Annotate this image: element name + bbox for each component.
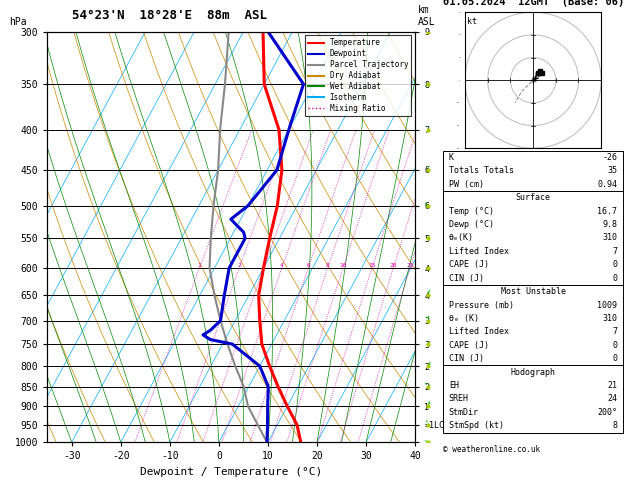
Text: Hodograph: Hodograph (511, 367, 555, 377)
Text: km
ASL: km ASL (418, 5, 436, 27)
Text: © weatheronline.co.uk: © weatheronline.co.uk (443, 445, 540, 454)
X-axis label: Dewpoint / Temperature (°C): Dewpoint / Temperature (°C) (140, 467, 322, 477)
Text: Pressure (mb): Pressure (mb) (449, 300, 514, 310)
Text: 35: 35 (608, 166, 617, 175)
Text: 7: 7 (613, 328, 617, 336)
Text: Temp (°C): Temp (°C) (449, 207, 494, 216)
Text: 0: 0 (613, 260, 617, 269)
Text: 25: 25 (406, 263, 414, 268)
Text: 01.05.2024  12GMT  (Base: 06): 01.05.2024 12GMT (Base: 06) (443, 0, 625, 7)
Text: θₑ (K): θₑ (K) (449, 314, 479, 323)
Text: Surface: Surface (516, 193, 550, 202)
Text: hPa: hPa (9, 17, 27, 27)
Text: Lifted Index: Lifted Index (449, 328, 509, 336)
Text: 200°: 200° (598, 408, 617, 417)
Text: 6: 6 (306, 263, 310, 268)
Text: 1: 1 (198, 263, 201, 268)
Text: SREH: SREH (449, 395, 469, 403)
Text: 1009: 1009 (598, 300, 617, 310)
Text: CAPE (J): CAPE (J) (449, 260, 489, 269)
Text: 0: 0 (613, 354, 617, 363)
Text: 310: 310 (603, 233, 617, 243)
Text: Dewp (°C): Dewp (°C) (449, 220, 494, 229)
Text: Most Unstable: Most Unstable (501, 287, 565, 296)
Text: 20: 20 (389, 263, 397, 268)
Text: 16.7: 16.7 (598, 207, 617, 216)
Text: 0: 0 (613, 274, 617, 283)
Text: K: K (449, 153, 454, 162)
Text: 10: 10 (340, 263, 347, 268)
Text: 3: 3 (262, 263, 265, 268)
Text: StmDir: StmDir (449, 408, 479, 417)
Text: CIN (J): CIN (J) (449, 274, 484, 283)
Text: 8: 8 (613, 421, 617, 430)
Y-axis label: Mixing Ratio (g/kg): Mixing Ratio (g/kg) (456, 181, 466, 293)
Text: 0: 0 (613, 341, 617, 350)
Text: Lifted Index: Lifted Index (449, 247, 509, 256)
Text: 24: 24 (608, 395, 617, 403)
Text: PW (cm): PW (cm) (449, 180, 484, 189)
Text: 54°23'N  18°28'E  88m  ASL: 54°23'N 18°28'E 88m ASL (72, 9, 267, 22)
Legend: Temperature, Dewpoint, Parcel Trajectory, Dry Adiabat, Wet Adiabat, Isotherm, Mi: Temperature, Dewpoint, Parcel Trajectory… (305, 35, 411, 116)
Text: 0.94: 0.94 (598, 180, 617, 189)
Text: CIN (J): CIN (J) (449, 354, 484, 363)
Text: 21: 21 (608, 381, 617, 390)
Text: kt: kt (467, 17, 477, 26)
Text: 15: 15 (369, 263, 376, 268)
Text: Totals Totals: Totals Totals (449, 166, 514, 175)
Text: 4: 4 (280, 263, 284, 268)
Text: 7: 7 (613, 247, 617, 256)
Text: 8: 8 (326, 263, 330, 268)
Text: θₑ(K): θₑ(K) (449, 233, 474, 243)
Text: 2: 2 (237, 263, 241, 268)
Text: 9.8: 9.8 (603, 220, 617, 229)
Text: -26: -26 (603, 153, 617, 162)
Text: CAPE (J): CAPE (J) (449, 341, 489, 350)
Text: StmSpd (kt): StmSpd (kt) (449, 421, 504, 430)
Text: EH: EH (449, 381, 459, 390)
Text: 310: 310 (603, 314, 617, 323)
